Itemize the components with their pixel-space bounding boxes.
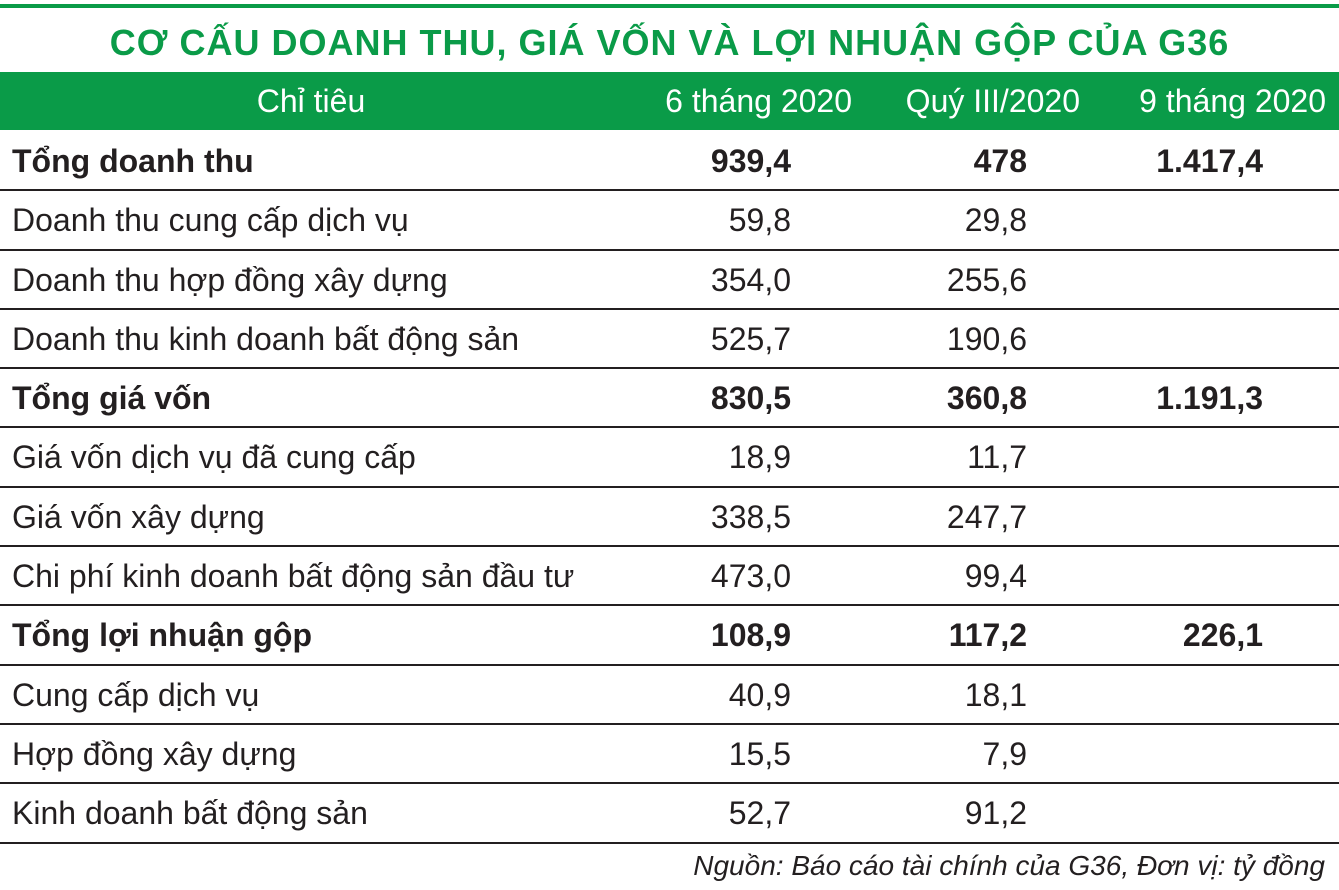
cell-q3-2020: 29,8 bbox=[964, 202, 1027, 239]
cell-h1-2020: 18,9 bbox=[728, 439, 791, 476]
table-header: Chỉ tiêu 6 tháng 2020 Quý III/2020 9 thá… bbox=[0, 72, 1339, 130]
table-body: Tổng doanh thu 939,4 478 1.417,4 Doanh thu c… bbox=[0, 132, 1339, 844]
row-label: Cung cấp dịch vụ bbox=[12, 676, 260, 713]
cell-q3-2020: 18,1 bbox=[964, 676, 1027, 713]
cell-h1-2020: 354,0 bbox=[710, 261, 791, 298]
cell-q3-2020: 117,2 bbox=[948, 617, 1027, 654]
cell-9m-2020: 226,1 bbox=[1182, 617, 1263, 654]
cell-h1-2020: 338,5 bbox=[710, 498, 791, 535]
row-label: Kinh doanh bất động sản bbox=[12, 795, 368, 832]
cell-h1-2020: 40,9 bbox=[728, 676, 791, 713]
row-label: Tổng doanh thu bbox=[12, 143, 254, 179]
table-row: Doanh thu kinh doanh bất động sản 525,7 19… bbox=[0, 310, 1339, 370]
table-row: Giá vốn xây dựng 338,5 247,7 bbox=[0, 488, 1339, 548]
table-row: Tổng doanh thu 939,4 478 1.417,4 bbox=[0, 132, 1339, 192]
cell-h1-2020: 939,4 bbox=[710, 143, 791, 179]
row-label: Chi phí kinh doanh bất động sản đầu tư bbox=[12, 558, 575, 595]
row-label: Tổng lợi nhuận gộp bbox=[12, 617, 313, 654]
cell-q3-2020: 99,4 bbox=[964, 558, 1027, 595]
cell-q3-2020: 91,2 bbox=[964, 795, 1027, 832]
row-label: Giá vốn xây dựng bbox=[12, 498, 265, 535]
cell-h1-2020: 525,7 bbox=[710, 320, 791, 357]
cell-q3-2020: 190,6 bbox=[946, 320, 1027, 357]
row-label: Doanh thu cung cấp dịch vụ bbox=[12, 202, 409, 239]
row-label: Giá vốn dịch vụ đã cung cấp bbox=[12, 439, 416, 476]
row-label: Doanh thu hợp đồng xây dựng bbox=[12, 261, 448, 298]
header-q3-2020: Quý III/2020 bbox=[905, 83, 1080, 119]
cell-h1-2020: 108,9 bbox=[710, 617, 791, 654]
table-row: Cung cấp dịch vụ 40,9 18,1 bbox=[0, 666, 1339, 725]
source-note: Nguồn: Báo cáo tài chính của G36, Đơn vị… bbox=[693, 850, 1325, 881]
cell-q3-2020: 7,9 bbox=[982, 735, 1027, 772]
cell-h1-2020: 473,0 bbox=[710, 558, 791, 595]
row-label: Doanh thu kinh doanh bất động sản bbox=[12, 320, 520, 357]
cell-h1-2020: 59,8 bbox=[728, 202, 791, 239]
top-rule bbox=[0, 4, 1339, 8]
cell-h1-2020: 15,5 bbox=[728, 735, 791, 772]
table-row: Doanh thu hợp đồng xây dựng 354,0 255,6 bbox=[0, 251, 1339, 310]
header-indicator: Chỉ tiêu bbox=[256, 83, 366, 119]
table-row: Kinh doanh bất động sản 52,7 91,2 bbox=[0, 784, 1339, 844]
table-row: Giá vốn dịch vụ đã cung cấp 18,9 11,7 bbox=[0, 428, 1339, 488]
cell-h1-2020: 52,7 bbox=[728, 795, 791, 832]
header-h1-2020: 6 tháng 2020 bbox=[665, 83, 852, 119]
cell-q3-2020: 478 bbox=[973, 143, 1027, 179]
header-9m-2020: 9 tháng 2020 bbox=[1139, 83, 1326, 119]
table-row: Tổng giá vốn 830,5 360,8 1.191,3 bbox=[0, 369, 1339, 429]
cell-q3-2020: 255,6 bbox=[946, 261, 1027, 298]
cell-9m-2020: 1.191,3 bbox=[1156, 380, 1263, 417]
cell-q3-2020: 360,8 bbox=[946, 380, 1027, 417]
table-row: Chi phí kinh doanh bất động sản đầu tư 47… bbox=[0, 547, 1339, 607]
table-row: Doanh thu cung cấp dịch vụ 59,8 29,8 bbox=[0, 191, 1339, 251]
cell-q3-2020: 247,7 bbox=[946, 498, 1027, 535]
cell-h1-2020: 830,5 bbox=[710, 380, 791, 417]
cell-q3-2020: 11,7 bbox=[967, 439, 1027, 476]
table-row: Tổng lợi nhuận gộp 108,9 117,2 226,1 bbox=[0, 606, 1339, 666]
table-row: Hợp đồng xây dựng 15,5 7,9 bbox=[0, 725, 1339, 785]
cell-9m-2020: 1.417,4 bbox=[1156, 143, 1263, 179]
row-label: Hợp đồng xây dựng bbox=[12, 735, 297, 772]
row-label: Tổng giá vốn bbox=[12, 380, 212, 417]
table-title: CƠ CẤU DOANH THU, GIÁ VỐN VÀ LỢI NHUẬN G… bbox=[109, 22, 1230, 63]
